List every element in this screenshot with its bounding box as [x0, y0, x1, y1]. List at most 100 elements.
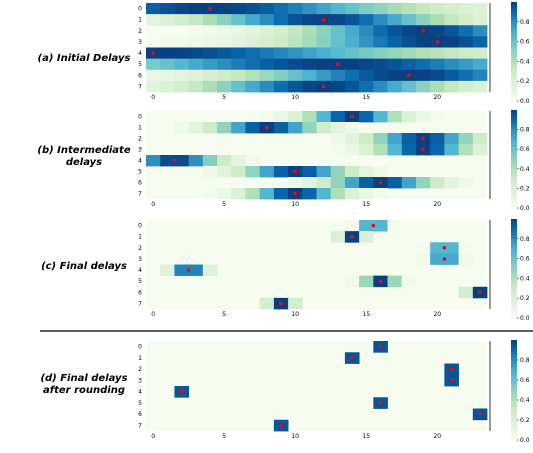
heatmap-cell — [174, 36, 190, 48]
y-tick-label: 1 — [138, 355, 142, 362]
delay-marker — [321, 17, 326, 22]
heatmap-cell — [316, 25, 332, 37]
heatmap-cell — [359, 220, 374, 232]
heatmap-cell — [302, 36, 317, 48]
delay-marker — [371, 223, 376, 228]
heatmap-cell — [330, 166, 346, 178]
y-tick-label: 1 — [138, 17, 142, 24]
delay-marker — [151, 51, 155, 55]
heatmap-cell — [273, 122, 289, 134]
heatmap-cell — [259, 69, 275, 82]
heatmap-cell — [273, 69, 289, 82]
x-tick-label: 0 — [151, 94, 155, 101]
heatmap-cell — [458, 253, 474, 265]
x-tick-label: 20 — [433, 433, 441, 440]
heatmap-cell — [373, 69, 388, 82]
x-tick-label: 15 — [362, 201, 370, 208]
heatmap-cell — [472, 25, 488, 37]
heatmap-cell — [444, 25, 459, 37]
y-tick-label: 0 — [138, 114, 142, 121]
colorbar-tick-label: 0.0 — [520, 98, 530, 105]
heatmap-cell — [231, 14, 246, 26]
heatmap-cell — [302, 25, 317, 37]
heatmap-cell — [217, 36, 232, 48]
heatmap-cell — [231, 47, 246, 60]
delay-marker — [378, 180, 383, 185]
heatmap-cell — [330, 14, 346, 26]
heatmap-cell — [202, 36, 218, 48]
heatmap-cell — [415, 111, 431, 123]
heatmap-cell — [245, 69, 261, 82]
heatmap-cell — [302, 14, 317, 26]
heatmap-cell — [188, 69, 204, 82]
colorbar-tick-label: 0.4 — [520, 58, 530, 65]
heatmap-cell — [316, 58, 332, 71]
heatmap-cell — [401, 47, 417, 60]
delay-marker — [179, 389, 184, 394]
heatmap-cell — [330, 144, 346, 156]
heatmap-cell — [316, 188, 332, 200]
heatmap-cell — [430, 3, 445, 15]
y-tick-label: 5 — [138, 400, 142, 407]
heatmap-cell — [259, 188, 275, 200]
delay-marker — [449, 367, 454, 371]
heatmap-cell — [259, 58, 275, 71]
heatmap-cell — [217, 3, 232, 15]
heatmap-cell — [458, 3, 474, 15]
heatmap-cell — [259, 47, 275, 60]
heatmap-cell — [146, 69, 161, 82]
heatmap-cell — [146, 14, 161, 26]
y-tick-label: 5 — [138, 61, 142, 68]
heatmap-cell — [359, 80, 374, 93]
heatmap-cell — [458, 133, 474, 145]
heatmap-cell — [373, 111, 388, 123]
heatmap-cell — [288, 177, 303, 189]
y-tick-label: 7 — [138, 300, 142, 307]
colorbar-tick-label: 0.8 — [520, 236, 530, 243]
heatmap-cell — [458, 14, 474, 26]
y-tick-label: 5 — [138, 169, 142, 176]
y-tick-label: 4 — [138, 267, 142, 274]
heatmap-cell — [458, 69, 474, 82]
heatmap-cell — [273, 58, 289, 71]
heatmap-cell — [430, 25, 445, 37]
heatmap-cell — [273, 166, 289, 178]
heatmap-cell — [458, 177, 474, 189]
heatmap-cell — [302, 177, 317, 189]
delay-marker — [378, 279, 383, 283]
heatmap-cell — [444, 69, 459, 82]
heatmap-cell — [288, 122, 303, 134]
heatmap-cell — [259, 111, 275, 123]
heatmap-cell — [273, 47, 289, 60]
heatmap-cell — [387, 25, 403, 37]
colorbar — [511, 340, 517, 440]
heatmap-cell — [387, 275, 403, 288]
heatmap-cell — [458, 80, 474, 93]
heatmap-cell — [344, 275, 360, 288]
delay-marker — [449, 378, 454, 383]
heatmap-cell — [344, 188, 360, 200]
y-tick-label: 3 — [138, 377, 142, 384]
heatmap-cell — [387, 144, 403, 156]
heatmap-cell — [444, 144, 459, 156]
heatmap-cell — [245, 122, 261, 134]
heatmap-cell — [330, 231, 346, 243]
heatmap-cell — [231, 69, 246, 82]
heatmap-cell — [302, 166, 317, 178]
heatmap-cell — [202, 47, 218, 60]
heatmap-cell — [472, 80, 488, 93]
heatmap-cell — [415, 58, 431, 71]
heatmap-cell — [231, 188, 246, 200]
x-tick-label: 5 — [222, 433, 226, 440]
heatmap-cell — [245, 80, 261, 93]
heatmap-cell — [458, 286, 474, 299]
heatmap-cell — [401, 133, 417, 145]
heatmap-cell — [330, 69, 346, 82]
heatmap-cell — [160, 47, 175, 60]
heatmap-cell — [202, 58, 218, 71]
heatmap-cell — [316, 166, 332, 178]
heatmap-cell — [401, 36, 417, 48]
heatmap-cell — [231, 122, 246, 134]
colorbar-tick-label: 0.0 — [520, 315, 530, 322]
heatmap-cell — [430, 14, 445, 26]
